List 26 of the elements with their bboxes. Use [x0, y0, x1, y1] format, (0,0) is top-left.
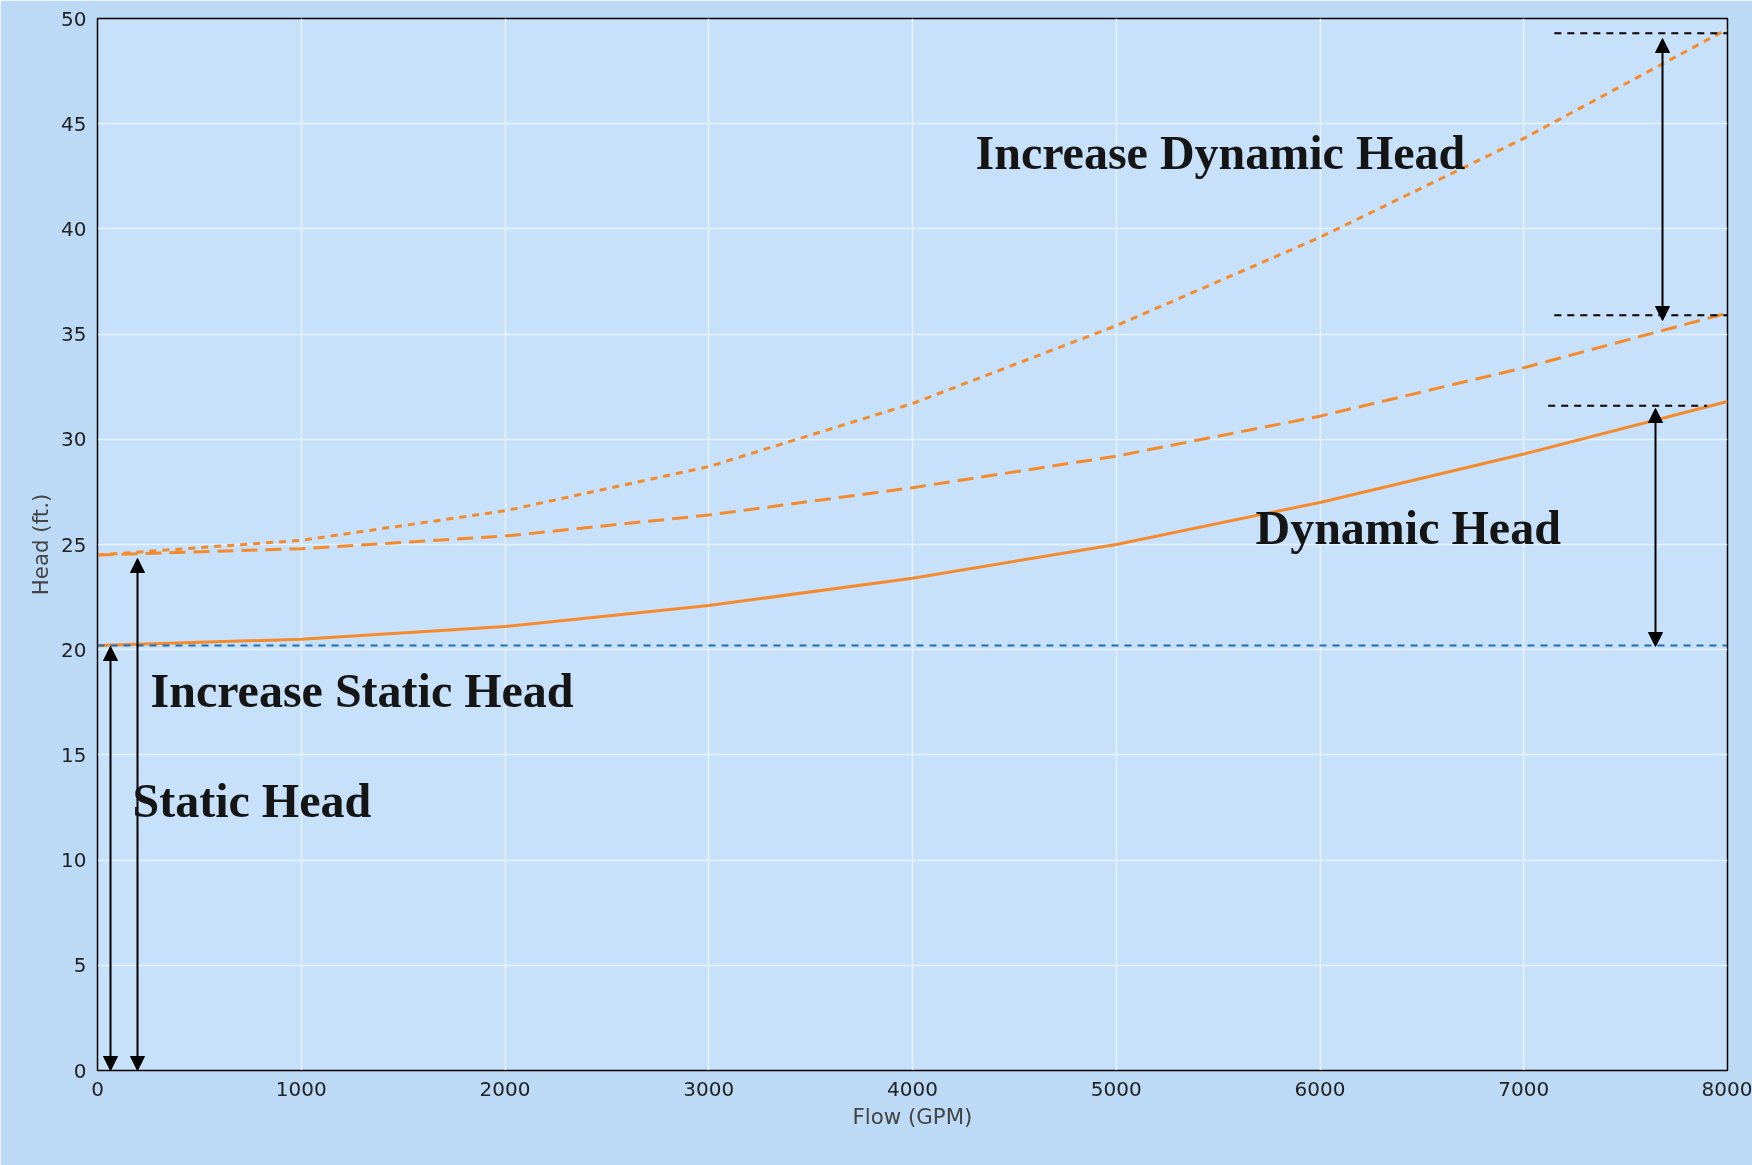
- x-tick-label: 3000: [683, 1076, 735, 1101]
- y-tick-label: 25: [61, 532, 87, 557]
- y-axis-title: Head (ft.): [28, 493, 54, 596]
- x-tick-label: 5000: [1090, 1076, 1142, 1101]
- y-tick-label: 45: [61, 111, 87, 136]
- annotation: Dynamic Head: [1255, 500, 1562, 554]
- x-tick-label: 0: [91, 1076, 104, 1101]
- line-series: [97, 399, 1728, 647]
- annotation: Increase Dynamic Head: [975, 125, 1466, 179]
- x-tick-label: 6000: [1294, 1076, 1346, 1101]
- y-tick-label: 30: [61, 427, 87, 452]
- y-tick-label: 0: [73, 1058, 87, 1083]
- y-tick-label: 10: [61, 848, 87, 873]
- x-tick-label: 8000: [1701, 1076, 1752, 1101]
- y-tick-label: 35: [61, 322, 87, 347]
- annotation: Increase Static Head: [150, 663, 574, 717]
- y-tick-label: 5: [73, 953, 87, 978]
- x-tick-label: 2000: [479, 1076, 531, 1101]
- y-tick-label: 15: [61, 742, 87, 767]
- x-axis-title: Flow (GPM): [852, 1103, 973, 1129]
- x-tick-label: 1000: [275, 1076, 327, 1101]
- x-tick-label: 7000: [1498, 1076, 1550, 1101]
- y-tick-label: 50: [61, 6, 87, 31]
- x-tick-label: 4000: [887, 1076, 938, 1101]
- y-tick-label: 40: [61, 216, 87, 241]
- y-tick-label: 20: [61, 637, 87, 662]
